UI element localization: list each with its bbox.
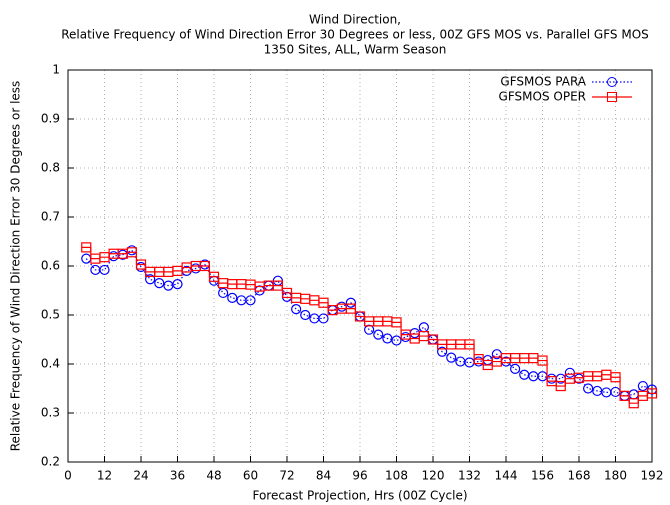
x-tick-label: 36 [170, 469, 185, 483]
marker [126, 247, 137, 258]
marker [437, 346, 448, 357]
marker [391, 335, 402, 346]
marker [145, 274, 156, 285]
legend-marker [607, 77, 617, 87]
marker [583, 383, 594, 394]
marker [546, 373, 557, 384]
marker [199, 260, 210, 272]
marker [364, 324, 375, 335]
marker [135, 259, 147, 270]
marker [208, 271, 220, 282]
marker [409, 328, 420, 339]
x-tick-label: 156 [531, 469, 554, 483]
x-axis-label: Forecast Projection, Hrs (00Z Cycle) [252, 489, 467, 503]
y-tick-label: 0.6 [41, 259, 60, 273]
chart-title: Wind Direction, [309, 13, 401, 27]
x-tick-label: 180 [604, 469, 627, 483]
marker [373, 329, 384, 340]
x-tick-label: 108 [385, 469, 408, 483]
marker [610, 386, 621, 398]
marker [637, 380, 648, 392]
marker [300, 309, 311, 321]
y-tick-label: 0.9 [41, 112, 60, 126]
marker [510, 363, 521, 374]
y-tick-label: 0.2 [41, 455, 60, 469]
y-axis-label: Relative Frequency of Wind Direction Err… [9, 81, 23, 452]
marker [473, 354, 484, 365]
x-tick-label: 168 [568, 469, 591, 483]
x-tick-label: 0 [64, 469, 72, 483]
legend-marker [607, 92, 617, 102]
x-tick-label: 192 [641, 469, 664, 483]
series-line [85, 249, 653, 397]
marker [446, 352, 457, 363]
marker [400, 331, 411, 343]
marker [99, 264, 110, 276]
y-tick-label: 0.8 [41, 161, 60, 175]
legend-label: GFSMOS OPER [499, 90, 586, 104]
marker [619, 390, 630, 401]
marker [272, 280, 283, 291]
marker [628, 398, 639, 409]
chart-title: Relative Frequency of Wind Direction Err… [61, 28, 649, 42]
marker [646, 388, 658, 399]
chart-title: 1350 Sites, ALL, Warm Season [264, 43, 447, 57]
x-tick-label: 48 [206, 469, 221, 483]
marker [555, 380, 566, 392]
marker [218, 287, 229, 299]
marker [345, 297, 356, 308]
marker [172, 279, 183, 290]
x-tick-label: 144 [495, 469, 518, 483]
marker [154, 278, 165, 289]
x-tick-label: 120 [422, 469, 445, 483]
marker [245, 295, 256, 306]
marker [318, 313, 329, 324]
marker [126, 245, 137, 256]
marker [564, 367, 575, 378]
x-tick-label: 72 [279, 469, 294, 483]
marker [610, 372, 621, 383]
x-tick-label: 96 [352, 469, 367, 483]
x-tick-label: 60 [243, 469, 258, 483]
x-tick-label: 84 [316, 469, 331, 483]
marker [537, 355, 548, 366]
y-tick-label: 0.7 [41, 210, 60, 224]
legend-label: GFSMOS PARA [500, 75, 586, 89]
y-tick-label: 0.5 [41, 308, 60, 322]
marker [81, 242, 92, 253]
marker [528, 371, 539, 382]
y-tick-label: 1 [52, 63, 60, 77]
x-tick-label: 24 [133, 469, 148, 483]
x-tick-label: 12 [97, 469, 112, 483]
y-tick-label: 0.4 [41, 357, 60, 371]
marker [291, 304, 302, 315]
x-tick-label: 132 [458, 469, 481, 483]
y-tick-label: 0.3 [41, 406, 60, 420]
marker [464, 339, 475, 350]
plot-frame [67, 69, 653, 463]
marker [345, 303, 356, 314]
marker [318, 297, 329, 308]
marker [227, 292, 238, 303]
marker [418, 322, 429, 333]
marker [391, 317, 402, 328]
